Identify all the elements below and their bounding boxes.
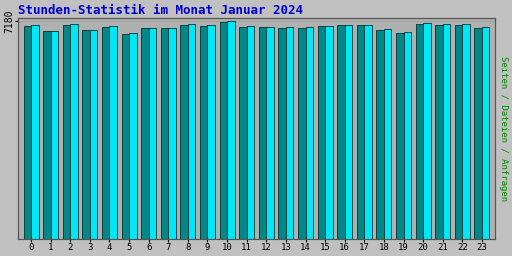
Bar (188, 24, 196, 239)
Text: Stunden-Statistik im Monat Januar 2024: Stunden-Statistik im Monat Januar 2024 (18, 4, 303, 17)
Bar (357, 25, 365, 239)
Bar (220, 22, 227, 239)
Bar (384, 29, 391, 239)
Bar (200, 26, 207, 239)
Bar (51, 31, 58, 239)
Bar (102, 27, 110, 239)
Bar (129, 34, 137, 239)
Bar (110, 26, 117, 239)
Bar (298, 28, 306, 239)
Bar (475, 28, 482, 239)
Bar (279, 28, 286, 239)
Bar (365, 25, 372, 239)
Bar (82, 30, 90, 239)
Bar (435, 25, 443, 239)
Bar (31, 25, 38, 239)
Y-axis label: Seiten / Dateien / Anfragen: Seiten / Dateien / Anfragen (499, 56, 508, 201)
Bar (337, 25, 345, 239)
Bar (286, 27, 293, 239)
Bar (122, 34, 129, 239)
Bar (376, 30, 384, 239)
Bar (455, 25, 462, 239)
Bar (24, 26, 31, 239)
Bar (227, 21, 234, 239)
Bar (396, 33, 403, 239)
Bar (63, 25, 70, 239)
Bar (423, 23, 431, 239)
Bar (70, 24, 78, 239)
Bar (482, 27, 489, 239)
Bar (180, 25, 188, 239)
Bar (317, 26, 325, 239)
Bar (207, 25, 215, 239)
Bar (161, 28, 168, 239)
Bar (462, 24, 470, 239)
Bar (266, 27, 274, 239)
Bar (141, 28, 148, 239)
Bar (306, 27, 313, 239)
Bar (325, 26, 333, 239)
Bar (148, 28, 156, 239)
Bar (416, 24, 423, 239)
Bar (247, 26, 254, 239)
Bar (345, 25, 352, 239)
Bar (43, 31, 51, 239)
Bar (168, 28, 176, 239)
Bar (90, 30, 97, 239)
Bar (239, 27, 247, 239)
Bar (443, 24, 450, 239)
Bar (403, 32, 411, 239)
Bar (259, 27, 266, 239)
